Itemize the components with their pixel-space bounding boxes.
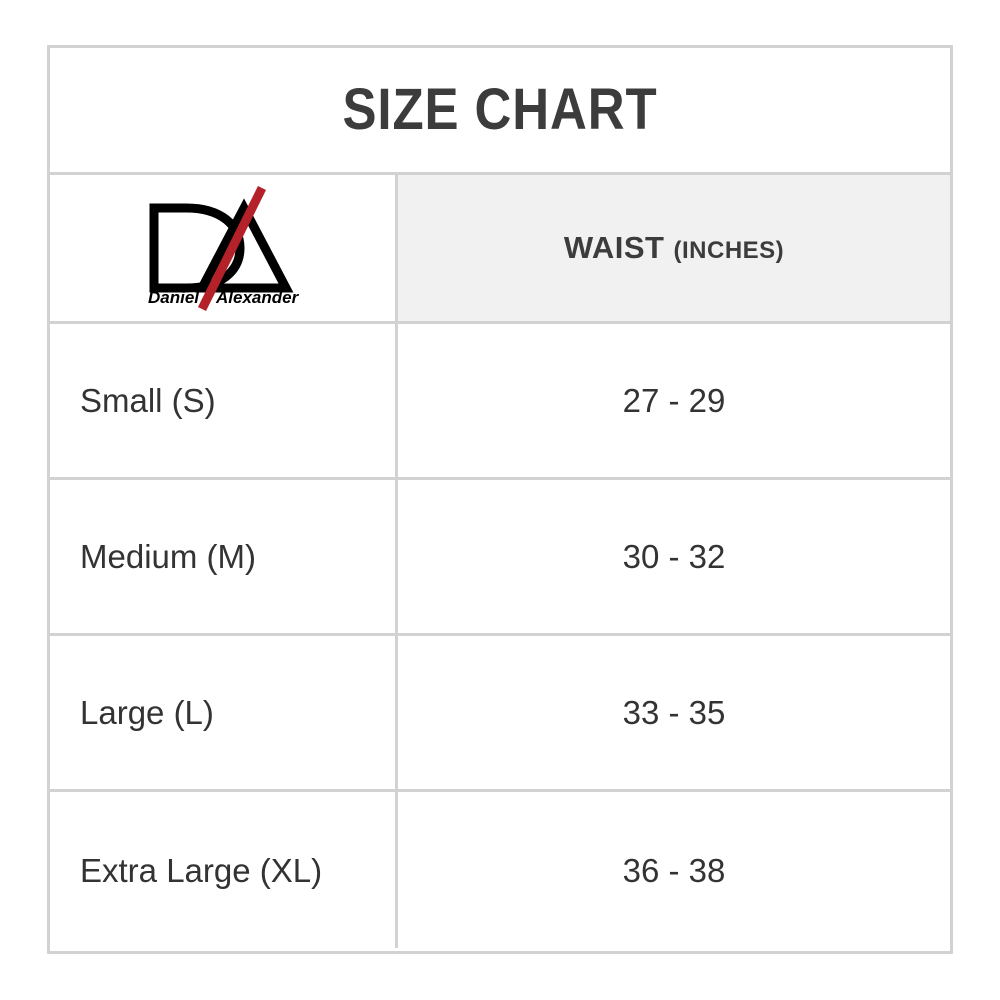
table-cell-waist: 36 - 38 xyxy=(398,792,950,948)
page-title: SIZE CHART xyxy=(342,77,658,142)
header-cell-waist: WAIST (INCHES) xyxy=(398,175,950,321)
table-cell-size: Large (L) xyxy=(50,636,398,789)
table-cell-waist: 27 - 29 xyxy=(398,324,950,477)
waist-header-label: WAIST (INCHES) xyxy=(564,230,784,266)
table-cell-size: Small (S) xyxy=(50,324,398,477)
waist-value: 36 - 38 xyxy=(622,851,726,889)
brand-logo-icon: Daniel Alexander xyxy=(140,185,300,311)
table-row: Large (L) 33 - 35 xyxy=(50,636,950,792)
waist-value: 27 - 29 xyxy=(622,382,726,419)
table-header-row: Daniel Alexander WAIST (INCHES) xyxy=(50,175,950,324)
waist-value: 33 - 35 xyxy=(622,694,726,731)
size-label: Large (L) xyxy=(80,694,214,731)
size-chart-table: SIZE CHART Daniel Alexander xyxy=(47,45,953,954)
svg-text:Daniel: Daniel xyxy=(148,288,200,307)
table-row: Medium (M) 30 - 32 xyxy=(50,480,950,636)
table-title-row: SIZE CHART xyxy=(50,48,950,175)
table-row: Small (S) 27 - 29 xyxy=(50,324,950,480)
size-label: Small (S) xyxy=(80,382,216,419)
size-label: Extra Large (XL) xyxy=(80,851,323,889)
table-cell-size: Extra Large (XL) xyxy=(50,792,398,948)
waist-header-main: WAIST xyxy=(563,230,665,265)
table-cell-waist: 33 - 35 xyxy=(398,636,950,789)
table-row: Extra Large (XL) 36 - 38 xyxy=(50,792,950,948)
table-cell-waist: 30 - 32 xyxy=(398,480,950,633)
waist-header-unit: (INCHES) xyxy=(673,237,785,264)
header-cell-logo: Daniel Alexander xyxy=(50,175,398,321)
size-label: Medium (M) xyxy=(80,538,257,575)
table-cell-size: Medium (M) xyxy=(50,480,398,633)
svg-text:Alexander: Alexander xyxy=(215,288,300,307)
waist-value: 30 - 32 xyxy=(622,538,726,575)
